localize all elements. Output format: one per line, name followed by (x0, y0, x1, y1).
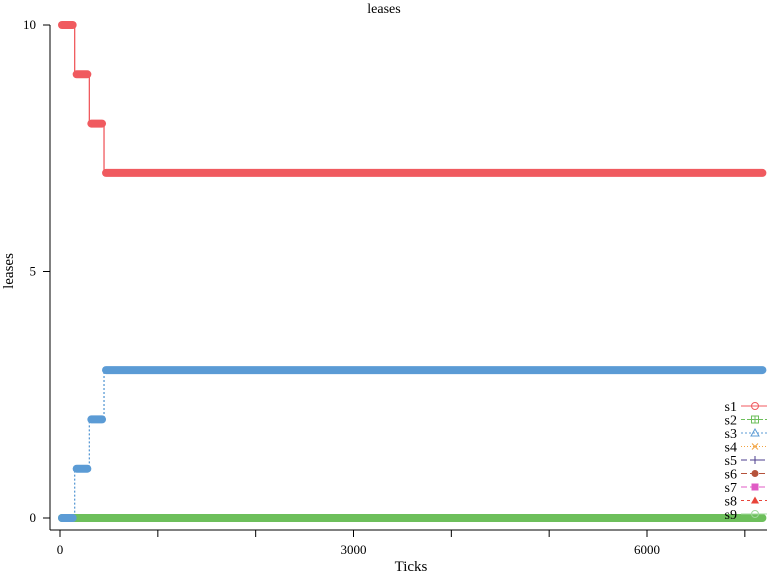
legend-marker-s2-cross (751, 416, 759, 423)
y-tick-label: 5 (30, 264, 37, 279)
series-line-s1 (60, 24, 765, 174)
legend-marker-s8 (751, 496, 759, 504)
series-line-s3 (60, 369, 765, 519)
legend-label-s8: s8 (725, 495, 737, 510)
legend-marker-s7 (751, 483, 759, 491)
chart-title: leases (367, 2, 400, 17)
legend-label-s5: s5 (725, 454, 737, 469)
legend-marker-s3 (750, 427, 760, 437)
legend-label-s7: s7 (725, 481, 737, 496)
y-axis-label: leases (1, 253, 17, 289)
x-axis-label: Ticks (395, 559, 428, 575)
legend-label-s2: s2 (725, 414, 737, 429)
legend-marker-s9 (751, 510, 759, 518)
legend-marker-s5 (751, 456, 759, 464)
legend-label-s1: s1 (725, 400, 737, 415)
legend-label-s9: s9 (725, 508, 737, 523)
legend-marker-s4 (751, 443, 759, 450)
legend-label-s3: s3 (725, 427, 737, 442)
x-tick-label: 6000 (634, 542, 660, 557)
legend-marker-s1 (751, 402, 759, 410)
series-layer (58, 21, 767, 522)
legend-label-s6: s6 (725, 468, 737, 483)
x-tick-label: 0 (57, 542, 64, 557)
y-tick-label: 10 (23, 17, 36, 32)
y-tick-label: 0 (30, 510, 37, 525)
axes: 0 3000 6000 0 5 10 (23, 17, 767, 557)
legend-label-s4: s4 (725, 441, 737, 456)
x-tick-label: 3000 (341, 542, 367, 557)
legend-marker-s6 (751, 470, 759, 477)
